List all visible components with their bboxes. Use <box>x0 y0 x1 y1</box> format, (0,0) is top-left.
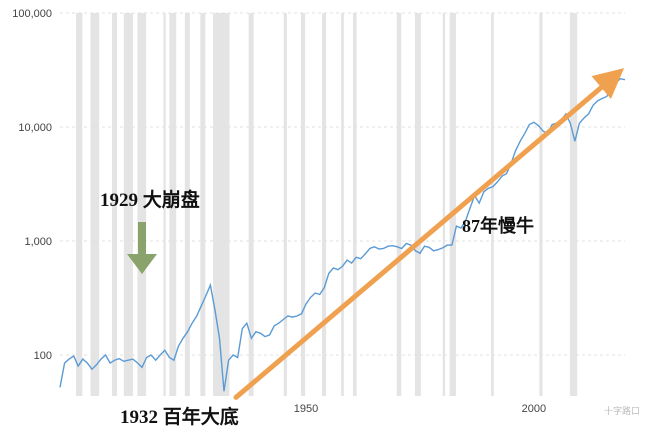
y-tick-label: 100,000 <box>12 8 52 20</box>
recession-band <box>137 13 147 396</box>
recession-band <box>163 13 166 396</box>
annotation-1932-bottom: 1932 百年大底 <box>120 405 239 428</box>
recession-band <box>442 13 446 396</box>
index-series-line <box>59 77 626 392</box>
recession-band <box>283 13 287 396</box>
watermark-text: 十字路口 <box>604 405 640 416</box>
recession-band <box>569 13 578 396</box>
recession-band <box>248 13 254 396</box>
y-tick-label: 100 <box>34 350 52 362</box>
recession-band <box>111 13 117 396</box>
annotation-1929-crash: 1929 大崩盘 <box>100 188 200 211</box>
recession-band <box>75 13 83 396</box>
recession-band <box>213 13 230 396</box>
recession-band <box>352 13 357 396</box>
y-tick-label: 1,000 <box>24 236 52 248</box>
y-tick-label: 10,000 <box>18 122 52 134</box>
crash-down-arrow <box>127 222 157 274</box>
recession-band <box>301 13 306 396</box>
recession-band <box>491 13 494 396</box>
x-tick-label: 1950 <box>294 403 318 415</box>
recession-band <box>200 13 206 396</box>
recession-band <box>90 13 100 396</box>
recession-band <box>414 13 421 396</box>
y-axis-ticks: 100 1,000 10,000 100,000 <box>12 8 52 362</box>
gridlines <box>60 12 625 356</box>
recession-band <box>449 13 456 396</box>
recession-band <box>184 13 190 396</box>
recession-band <box>169 13 177 396</box>
x-tick-label: 2000 <box>522 403 546 415</box>
crash-arrow-shaft <box>138 222 146 256</box>
recession-bands <box>75 13 578 396</box>
crash-arrow-head <box>127 254 157 274</box>
recession-band <box>539 13 543 396</box>
recession-band <box>341 13 344 396</box>
recession-band <box>396 13 402 396</box>
x-axis-ticks: 1950 2000 <box>294 403 546 415</box>
recession-band <box>321 13 327 396</box>
annotation-87yr-bull: 87年慢牛 <box>462 215 534 236</box>
trend-arrow <box>233 68 625 400</box>
recession-band <box>123 13 133 396</box>
